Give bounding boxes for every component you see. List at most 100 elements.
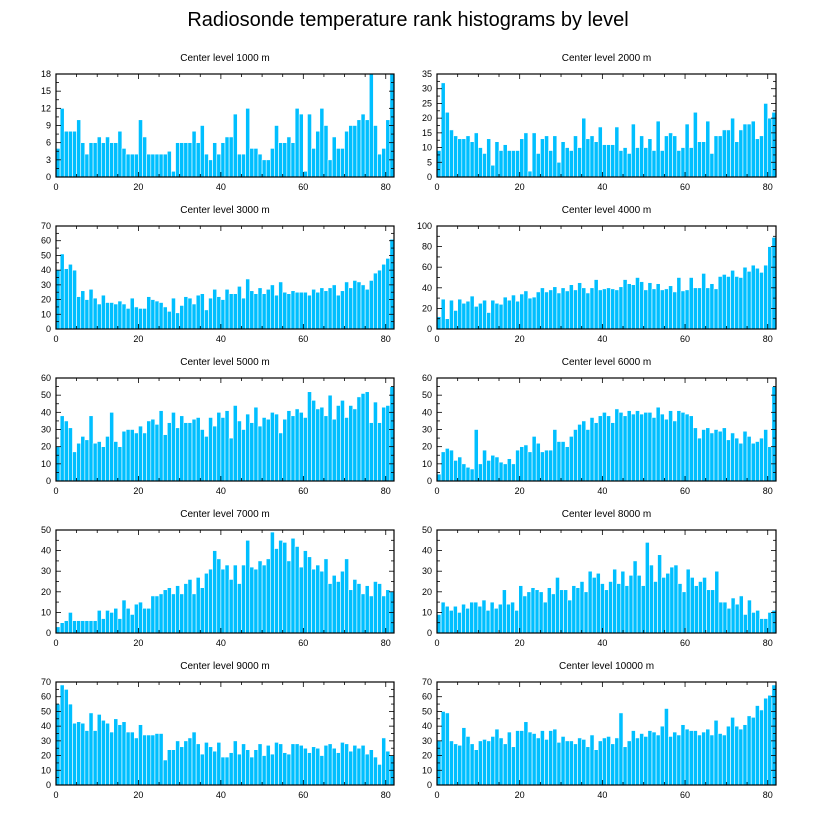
histogram-bar (364, 288, 370, 330)
histogram-bar (117, 446, 123, 482)
histogram-bar (730, 597, 736, 634)
histogram-bar (265, 418, 271, 482)
histogram-bar (436, 150, 442, 178)
histogram-bar (482, 449, 487, 482)
panel-title: Center level 3000 m (180, 205, 270, 216)
histogram-bar (602, 288, 607, 330)
y-tick-label: 0 (46, 780, 51, 790)
histogram-bar (440, 711, 446, 786)
histogram-bar (199, 587, 205, 634)
histogram-bar (577, 282, 582, 330)
histogram-bar (257, 743, 263, 786)
histogram-bar (315, 130, 321, 178)
histogram-bar (763, 103, 769, 178)
panel-title: Center level 9000 m (180, 661, 270, 672)
histogram-bar (717, 135, 723, 178)
histogram-bar (628, 575, 634, 634)
histogram-bar (535, 291, 541, 330)
histogram-bar (315, 408, 321, 482)
histogram-bar (616, 583, 622, 634)
histogram-bar (436, 473, 442, 482)
histogram-bar (63, 130, 69, 178)
histogram-bar (298, 744, 304, 786)
histogram-bar (72, 451, 77, 482)
x-tick-label: 0 (53, 790, 58, 800)
histogram-bar (469, 468, 475, 482)
x-tick-label: 80 (763, 486, 773, 496)
histogram-bar (655, 734, 661, 786)
histogram-bar (187, 737, 193, 786)
histogram-bar (84, 439, 90, 482)
histogram-panel: Center level 8000 m 0 20 40 60 80 0 10 20 30 40 50 (422, 509, 777, 648)
histogram-bar (138, 425, 143, 482)
histogram-bar (101, 618, 106, 634)
page-title: Radiosonde temperature rank histograms b… (187, 9, 629, 31)
histogram-bar (581, 117, 587, 178)
histogram-bar (344, 743, 349, 786)
histogram-bar (589, 135, 595, 178)
histogram-bar (659, 413, 665, 482)
histogram-bar (519, 293, 525, 330)
y-tick-label: 9 (46, 121, 51, 131)
histogram-bar (249, 756, 255, 786)
histogram-bar (327, 394, 333, 482)
histogram-bar (676, 410, 682, 482)
histogram-bar (684, 289, 690, 330)
histogram-bar (535, 737, 541, 786)
histogram-bar (331, 284, 337, 330)
histogram-bar (688, 147, 694, 178)
histogram-bar (453, 135, 458, 178)
histogram-bar (531, 132, 537, 178)
histogram-bar (602, 737, 607, 786)
histogram-bar (742, 430, 748, 482)
histogram-bar (465, 607, 470, 634)
x-tick-label: 40 (597, 638, 607, 648)
histogram-bar (635, 410, 640, 482)
histogram-bar (672, 420, 678, 482)
histogram-bar (278, 432, 284, 482)
histogram-bar (523, 721, 529, 786)
histogram-bar (680, 147, 686, 178)
histogram-bar (490, 454, 496, 482)
histogram-bar (179, 746, 185, 786)
histogram-bar (461, 463, 467, 482)
histogram-bar (253, 148, 259, 178)
histogram-bar (208, 297, 213, 330)
histogram-bar (622, 746, 628, 786)
y-tick-label: 10 (41, 607, 51, 617)
histogram-bar (750, 442, 756, 482)
histogram-bar (241, 153, 246, 178)
histogram-bar (228, 136, 234, 178)
histogram-bar (175, 312, 180, 330)
histogram-bar (624, 585, 630, 634)
histogram-bar (373, 125, 378, 178)
histogram-bar (183, 583, 189, 634)
x-tick-label: 80 (763, 790, 773, 800)
histogram-bar (510, 601, 515, 634)
histogram-bar (677, 583, 683, 634)
histogram-bar (705, 120, 711, 178)
histogram-bar (622, 415, 628, 482)
histogram-bar (657, 554, 662, 634)
histogram-bar (109, 142, 115, 178)
histogram-bar (129, 614, 135, 634)
histogram-bar (109, 412, 115, 482)
histogram-bar (684, 728, 690, 786)
histogram-bar (146, 296, 152, 330)
x-tick-label: 20 (515, 182, 525, 192)
histogram-bar (335, 148, 341, 178)
histogram-bar (340, 570, 345, 634)
histogram-bar (701, 731, 707, 786)
histogram-bar (449, 299, 454, 330)
y-tick-label: 3 (46, 155, 51, 165)
y-tick-label: 10 (422, 143, 432, 153)
histogram-bar (278, 281, 284, 330)
histogram-bar (290, 290, 296, 330)
histogram-bar (730, 269, 735, 330)
histogram-bar (142, 136, 147, 178)
y-tick-label: 30 (41, 736, 51, 746)
histogram-bar (465, 466, 471, 482)
histogram-bar (672, 135, 678, 178)
histogram-bar (694, 585, 699, 634)
histogram-bar (755, 610, 760, 634)
